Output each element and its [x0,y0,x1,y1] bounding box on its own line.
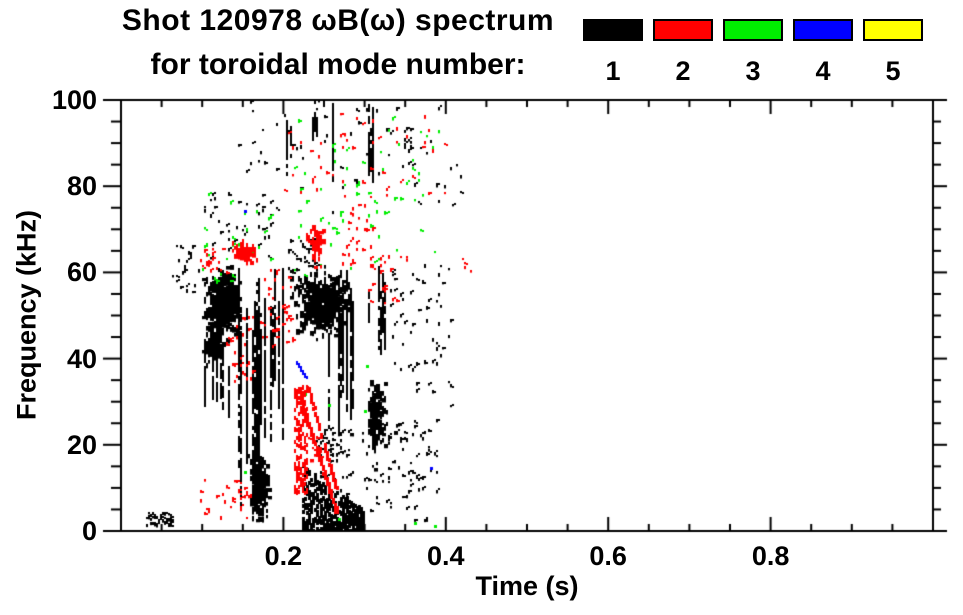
legend-swatch-n5 [863,19,923,41]
y-tick-label-80: 80 [66,171,97,202]
legend-swatch-n4 [793,19,853,41]
legend-swatch-n3 [723,19,783,41]
legend-label-n1: 1 [605,56,621,86]
x-tick-label-0.8: 0.8 [751,541,790,571]
legend-label-n4: 4 [815,56,831,86]
chart-title-line1: Shot 120978 ωB(ω) spectrum [121,4,555,37]
legend-swatch-n1 [583,19,643,41]
x-tick-label-0.2: 0.2 [264,541,303,571]
chart-title-line2: for toroidal mode number: [150,48,526,81]
y-tick-label-100: 100 [51,85,97,115]
x-tick-label-0.6: 0.6 [589,541,627,571]
x-tick-label-0.4: 0.4 [427,541,465,571]
y-tick-label-20: 20 [66,429,97,460]
y-tick-label-40: 40 [66,343,97,374]
legend-label-n3: 3 [745,56,761,86]
legend-label-n2: 2 [675,56,691,86]
legend-swatch-n2 [653,19,713,41]
y-tick-label-60: 60 [66,257,97,288]
legend-label-n5: 5 [885,56,901,86]
y-tick-label-0: 0 [81,516,97,546]
x-axis-label: Time (s) [475,571,579,601]
y-axis-label: Frequency (kHz) [11,209,42,421]
